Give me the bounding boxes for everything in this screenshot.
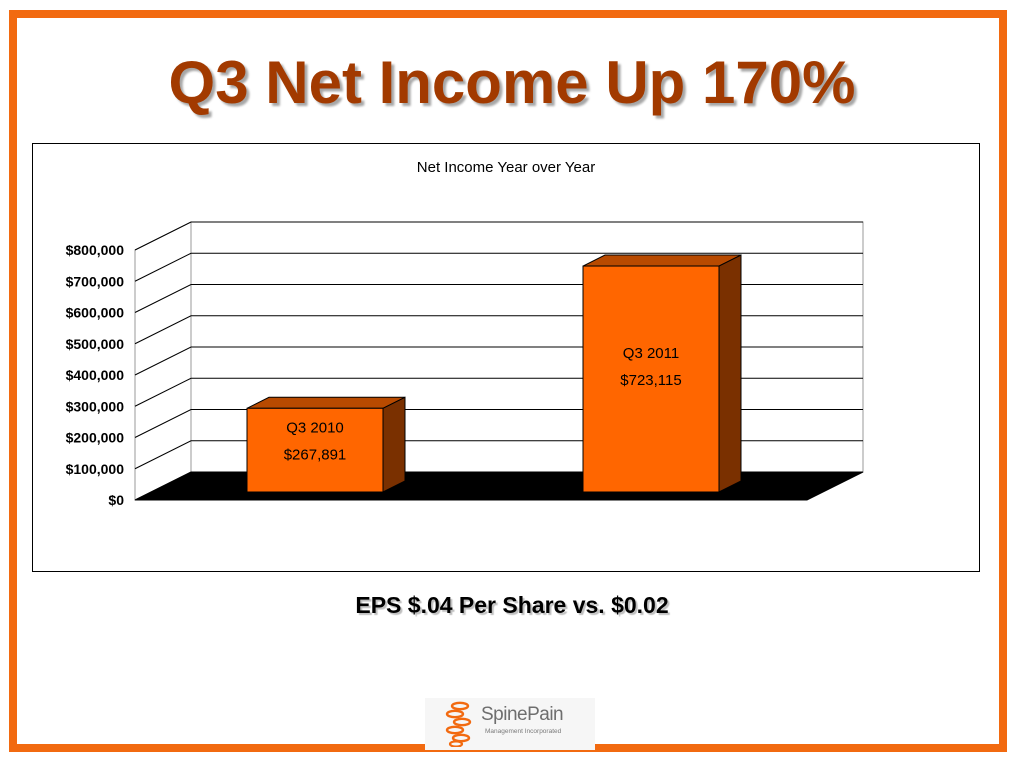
bar	[246, 407, 384, 493]
y-tick-label: $0	[108, 492, 124, 508]
chart-title: Net Income Year over Year	[417, 159, 595, 176]
net-income-chart: Net Income Year over Year $0 $100,000 $200,…	[66, 159, 864, 508]
slide-title: Q3 Net Income Up 170%	[168, 49, 856, 116]
logo-name: SpinePain	[481, 704, 564, 725]
company-logo: SpinePain Management Incorporated	[425, 698, 595, 750]
chart-area: Net Income Year over Year $0 $100,000 $200,…	[32, 143, 980, 572]
y-tick-label: $300,000	[66, 398, 125, 414]
y-tick-label: $800,000	[66, 242, 125, 258]
bar-side	[718, 254, 742, 493]
bar-label-category: Q3 2011	[623, 345, 679, 362]
chart-floor	[134, 471, 864, 501]
gridline	[134, 252, 863, 282]
logo-tagline: Management Incorporated	[485, 728, 562, 735]
bar-top	[582, 254, 742, 267]
y-tick-label: $100,000	[66, 461, 125, 477]
gridline	[134, 221, 863, 251]
eps-caption: EPS $.04 Per Share vs. $0.02	[355, 592, 669, 618]
bar-side	[382, 396, 406, 493]
y-tick-label: $700,000	[66, 273, 125, 289]
bar	[582, 265, 720, 493]
y-tick-label: $500,000	[66, 336, 125, 352]
bar-label-value: $267,891	[284, 446, 347, 463]
bar-top	[246, 396, 406, 409]
y-tick-label: $200,000	[66, 430, 125, 446]
bar-label-category: Q3 2010	[286, 419, 344, 436]
bar-label-value: $723,115	[620, 372, 681, 389]
y-tick-label: $400,000	[66, 367, 125, 383]
spine-logo-icon	[445, 701, 472, 747]
y-tick-label: $600,000	[66, 305, 125, 321]
